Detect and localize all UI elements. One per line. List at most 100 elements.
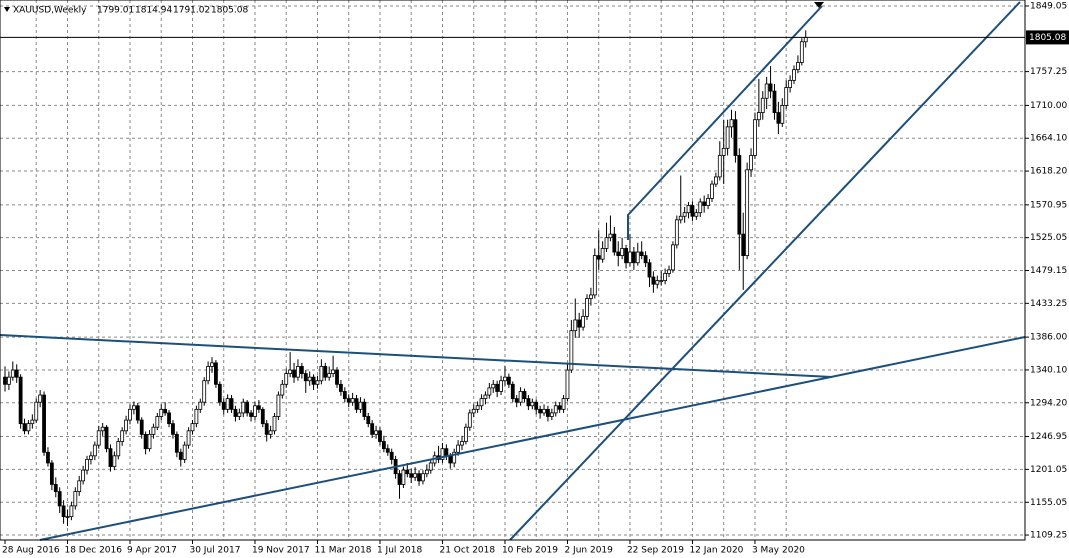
candle-body (549, 412, 554, 417)
candle-body (339, 383, 343, 392)
candle-body (34, 401, 39, 421)
candle-body (713, 176, 718, 185)
y-tick-label: 1246.95 (1030, 432, 1067, 442)
candle-body (753, 119, 757, 156)
candle-body (682, 212, 687, 217)
candle-body (756, 112, 761, 121)
y-tick-label: 1340.10 (1030, 365, 1067, 375)
candle-body (608, 233, 613, 239)
candle-body (733, 119, 738, 156)
candle-body (194, 408, 199, 425)
candle-body (65, 516, 70, 519)
marker (814, 2, 824, 8)
candle-body (495, 383, 500, 392)
candle-body (366, 416, 371, 425)
y-tick-label: 1155.05 (1030, 498, 1067, 508)
x-tick-label: 30 Jul 2017 (189, 546, 240, 556)
candle-body (803, 37, 808, 43)
candle-body (612, 233, 617, 253)
candle-body (655, 280, 660, 285)
y-tick-label: 1109.25 (1030, 531, 1067, 541)
candle-body (131, 405, 136, 410)
candle-body (764, 83, 769, 99)
candle-body (503, 376, 507, 382)
price-label: 1805.08 (1029, 33, 1066, 43)
candle-body (674, 219, 679, 246)
candle-body (135, 405, 140, 421)
candle-body (381, 441, 386, 450)
candle-body (335, 369, 339, 385)
candle-body (647, 262, 652, 278)
candle-body (428, 462, 433, 471)
candle-body (225, 398, 230, 410)
candle-body (659, 280, 664, 283)
candle-body (389, 451, 394, 460)
candle-body (10, 369, 15, 378)
candle-body (745, 169, 750, 256)
candle-body (487, 387, 492, 396)
candle-body (526, 398, 531, 407)
candle-body (729, 119, 734, 128)
candle-body (112, 455, 117, 467)
candle-body (272, 416, 277, 432)
candle-body (104, 426, 109, 450)
candle-body (510, 383, 515, 400)
y-tick-label: 1618.20 (1030, 167, 1067, 177)
candle-body (483, 394, 488, 400)
candle-body (596, 255, 601, 260)
candle-body (30, 419, 35, 425)
candle-body (499, 380, 503, 392)
candle-body (116, 441, 121, 457)
candle-body (694, 212, 699, 217)
candle-body (18, 376, 23, 425)
channel-line (627, 5, 823, 240)
candle-body (573, 319, 578, 332)
candle-body (323, 366, 328, 378)
candle-body (362, 401, 367, 417)
candle-body (49, 462, 54, 485)
candle-body (690, 205, 695, 217)
candle-body (546, 408, 550, 417)
y-tick-label: 1479.15 (1030, 266, 1067, 276)
candle-body (292, 369, 296, 378)
candle-body (698, 201, 703, 214)
candle-body (159, 408, 164, 417)
candle-body (385, 448, 390, 453)
candle-body (522, 391, 527, 400)
candle-body (89, 455, 93, 460)
x-tick-label: 1 Jul 2018 (377, 546, 422, 556)
candle-body (155, 416, 160, 428)
x-tick-label: 28 Aug 2016 (2, 546, 60, 556)
candle-body (737, 155, 742, 235)
candle-body (210, 362, 214, 367)
x-tick-label: 18 Dec 2016 (64, 546, 122, 556)
candle-body (198, 401, 203, 410)
candle-body (77, 480, 82, 492)
candle-body (69, 505, 74, 518)
x-tick-label: 10 Feb 2019 (502, 546, 558, 556)
candle-body (303, 373, 308, 382)
candle-body (100, 426, 105, 432)
candle-body (163, 408, 168, 414)
candle-body (702, 201, 707, 206)
candle-body (22, 423, 27, 432)
candle-body (264, 423, 269, 435)
candle-body (288, 369, 293, 374)
candle-body (460, 441, 464, 446)
candle-body (471, 408, 476, 414)
candle-body (604, 237, 609, 249)
candle-body (585, 298, 589, 317)
candle-body (237, 412, 242, 417)
high: 1814.94 (135, 6, 172, 16)
candle-body (190, 423, 195, 432)
candle-body (311, 376, 316, 385)
y-tick-label: 1570.95 (1030, 200, 1067, 210)
channel-line (509, 1, 1021, 541)
candle-body (42, 394, 46, 453)
x-tick-label: 11 Mar 2018 (314, 546, 371, 556)
candle-body (268, 430, 273, 435)
candle-body (624, 248, 628, 264)
candle-body (631, 251, 636, 264)
